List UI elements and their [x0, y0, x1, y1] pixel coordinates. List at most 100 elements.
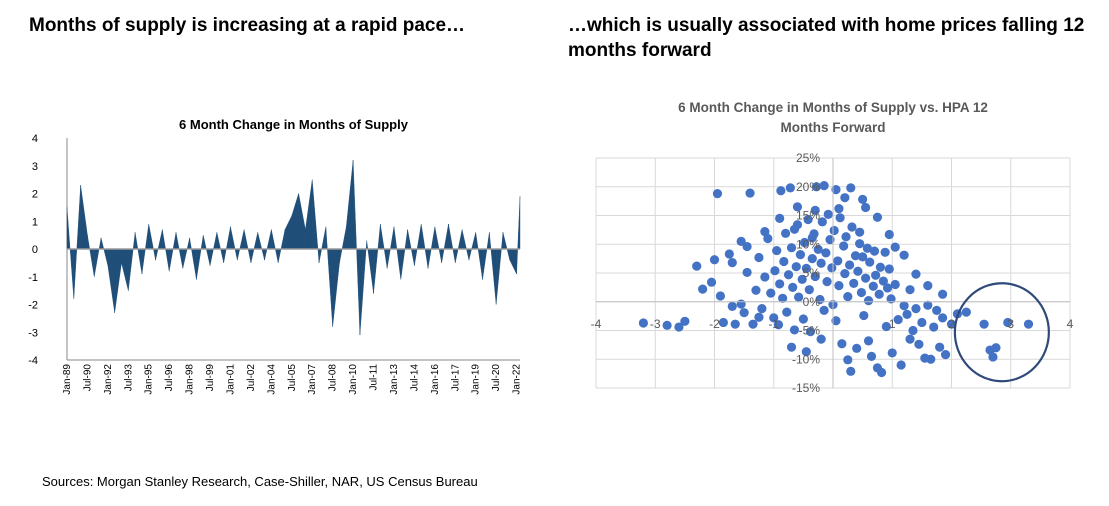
- left-y-tick-label: 0: [32, 244, 38, 256]
- scatter-point: [742, 267, 752, 278]
- left-x-tick-label: Jul-96: [164, 364, 175, 392]
- area-segment: [448, 223, 456, 263]
- area-segment: [128, 232, 136, 291]
- scatter-point: [880, 247, 890, 257]
- area-segment: [441, 223, 449, 263]
- left-x-tick-label: Jul-05: [287, 364, 298, 392]
- area-segment: [489, 232, 497, 305]
- area-segment: [100, 237, 109, 266]
- area-segment: [414, 223, 422, 266]
- scatter-point: [866, 351, 877, 361]
- scatter-point: [779, 256, 789, 267]
- area-segment: [148, 223, 156, 261]
- scatter-point: [792, 202, 803, 212]
- scatter-point: [875, 262, 885, 272]
- scatter-point: [739, 308, 749, 318]
- left-y-tick-label: -3: [28, 327, 38, 339]
- scatter-point: [899, 301, 909, 311]
- right-y-tick-label: 5%: [803, 266, 821, 280]
- scatter-point: [893, 314, 903, 325]
- scatter-point: [961, 307, 971, 317]
- scatter-point: [881, 321, 891, 332]
- area-segment: [393, 226, 401, 280]
- scatter-point: [856, 287, 867, 298]
- area-segment: [175, 232, 184, 269]
- scatter-point: [822, 277, 832, 287]
- scatter-point: [827, 263, 837, 273]
- area-segment: [468, 232, 476, 261]
- scatter-point: [878, 276, 888, 286]
- scatter-point: [946, 319, 957, 329]
- scatter-point: [896, 360, 906, 370]
- scatter-point: [712, 189, 723, 199]
- scatter-point: [840, 193, 850, 203]
- area-segment: [168, 232, 177, 272]
- scatter-point: [811, 182, 822, 192]
- left-x-tick-label: Jul-11: [369, 364, 380, 391]
- scatter-point: [791, 262, 801, 272]
- right-y-tick-label: 25%: [796, 151, 820, 165]
- scatter-point: [727, 301, 737, 311]
- scatter-point: [754, 252, 764, 263]
- area-segment: [386, 226, 395, 269]
- left-x-tick-label: Jul-93: [123, 364, 134, 392]
- scatter-point: [782, 307, 792, 317]
- left-y-tick-label: -1: [28, 272, 38, 284]
- area-segment: [482, 232, 490, 280]
- scatter-point: [859, 310, 869, 321]
- scatter-point: [801, 263, 811, 273]
- area-segment: [87, 235, 95, 277]
- left-x-tick-label: Jan-01: [225, 364, 236, 395]
- scatter-point: [770, 266, 780, 276]
- scatter-point: [926, 354, 936, 364]
- scatter-point: [736, 236, 746, 246]
- area-segment: [291, 193, 299, 250]
- scatter-point: [794, 292, 804, 302]
- scatter-point: [923, 300, 933, 310]
- scatter-point: [846, 183, 856, 193]
- scatter-point: [911, 304, 921, 314]
- left-y-tick-label: 4: [32, 133, 38, 145]
- left-headline: Months of supply is increasing at a rapi…: [29, 15, 466, 36]
- left-x-tick-label: Jul-99: [205, 364, 216, 392]
- highlight-circle: [953, 282, 1050, 383]
- left-y-tick-label: 1: [32, 216, 38, 228]
- area-segment: [162, 229, 170, 272]
- scatter-point: [776, 186, 786, 196]
- scatter-point: [831, 185, 841, 195]
- scatter-point: [807, 233, 817, 243]
- scatter-point: [804, 285, 814, 295]
- scatter-point: [781, 228, 791, 238]
- area-segment: [516, 196, 521, 274]
- right-y-tick-label: 0%: [803, 295, 821, 309]
- scatter-point: [855, 227, 865, 237]
- scatter-point: [886, 294, 896, 304]
- area-segment: [243, 229, 252, 263]
- right-x-tick-label: -4: [591, 317, 602, 331]
- scatter-point: [763, 233, 773, 244]
- scatter-point: [935, 342, 945, 352]
- scatter-point: [775, 279, 785, 289]
- scatter-point: [884, 264, 894, 274]
- scatter-point: [795, 250, 806, 260]
- left-x-tick-label: Jan-10: [348, 364, 359, 395]
- left-x-tick-label: Jan-89: [62, 364, 73, 395]
- area-segment: [325, 226, 333, 327]
- scatter-point: [991, 343, 1001, 353]
- scatter-point: [727, 258, 737, 268]
- left-x-tick-label: Jul-20: [491, 364, 502, 392]
- scatter-point: [847, 222, 857, 232]
- scatter-point: [899, 250, 909, 260]
- scatter-point: [805, 327, 816, 337]
- scatter-point: [853, 266, 863, 276]
- scatter-point: [680, 316, 690, 326]
- scatter-point: [810, 271, 820, 282]
- scatter-point: [829, 225, 839, 236]
- right-title-line: 6 Month Change in Months of Supply vs. H…: [678, 100, 988, 115]
- right-chart-title: 6 Month Change in Months of Supply vs. H…: [678, 100, 988, 135]
- scatter-point: [1023, 319, 1034, 329]
- scatter-point: [786, 243, 797, 253]
- area-segment: [298, 193, 306, 250]
- scatter-point: [929, 322, 939, 332]
- area-segment: [495, 232, 504, 305]
